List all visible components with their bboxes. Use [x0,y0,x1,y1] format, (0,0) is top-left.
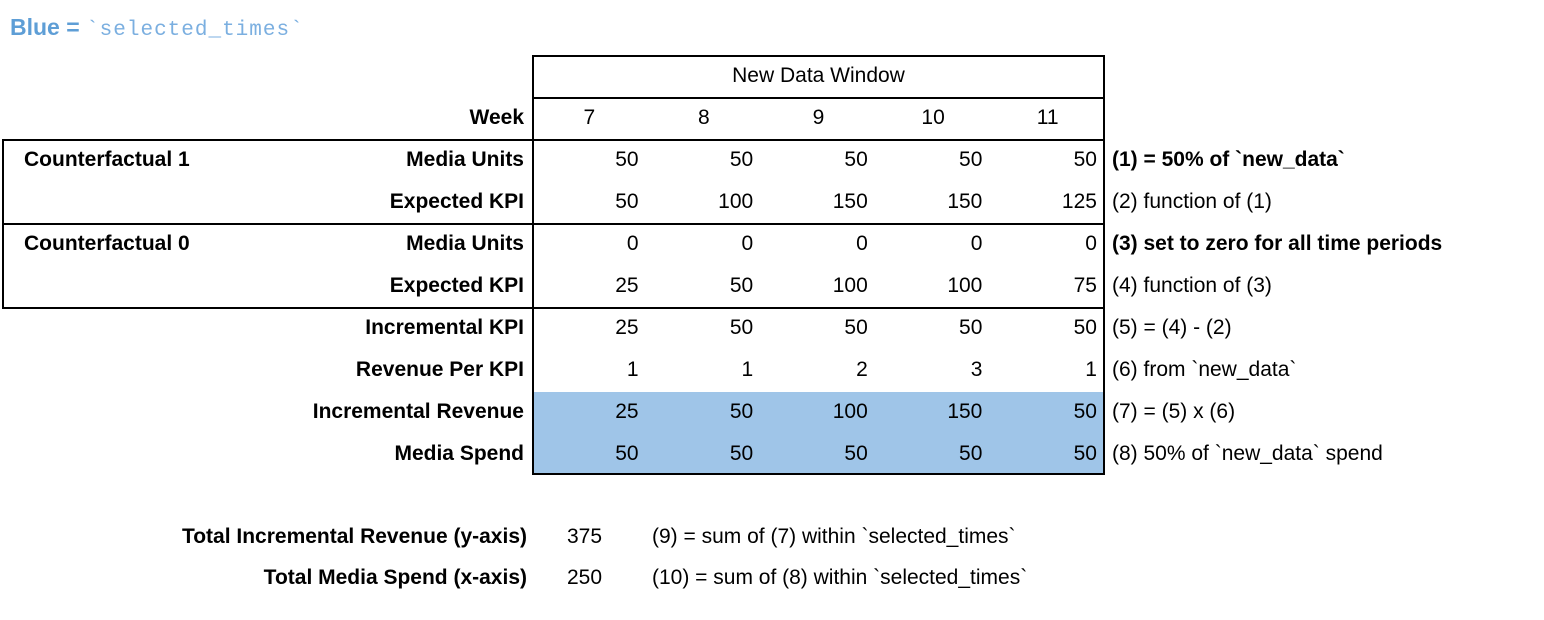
value-cell: 150 [947,400,983,423]
value-cell: 50 [729,316,754,339]
week-cell: 7 [583,106,596,129]
cf0-divider-line [532,307,1105,309]
week-numbers-row: 7 8 9 10 11 [532,97,1105,139]
table-row: 1 1 2 3 1 [532,349,1105,391]
new-data-window-header: New Data Window [732,64,905,87]
week-row-label: Week [469,106,524,129]
row-label: Media Units [406,232,524,255]
week-cell: 11 [1036,106,1059,129]
value-cell: 50 [1073,442,1097,465]
table-row: 0 0 0 0 0 [532,223,1105,265]
row-label: Incremental KPI [365,316,524,339]
value-cell: 50 [959,316,983,339]
value-cell: 100 [832,400,868,423]
header-divider-line [532,97,1105,99]
value-cell: 100 [947,274,983,297]
value-cell: 50 [1073,316,1097,339]
value-cell: 50 [729,400,754,423]
counterfactual-0-box [2,223,534,309]
row-note: (4) function of (3) [1112,274,1272,297]
total-media-spend-label: Total Media Spend (x-axis) [263,566,527,589]
cf1-divider-line [532,223,1105,225]
value-cell: 50 [844,148,868,171]
value-cell: 125 [1061,190,1097,213]
table-row: 25 50 100 100 75 [532,265,1105,307]
value-cell: 3 [970,358,983,381]
total-media-spend-value: 250 [567,566,603,589]
value-cell: 50 [844,442,868,465]
week-divider-line [532,139,1105,141]
value-cell: 150 [947,190,983,213]
value-cell: 25 [615,400,639,423]
row-label: Media Spend [394,442,524,465]
row-label: Incremental Revenue [312,400,524,423]
value-cell: 50 [729,442,754,465]
table-row-highlighted: 50 50 50 50 50 [532,433,1105,475]
value-cell: 50 [615,148,639,171]
value-cell: 50 [729,148,754,171]
value-cell: 25 [615,316,639,339]
table-row: 50 50 50 50 50 [532,139,1105,181]
value-cell: 0 [741,232,754,255]
value-cell: 50 [615,190,639,213]
value-cell: 75 [1073,274,1097,297]
counterfactual-1-label: Counterfactual 1 [24,148,190,171]
row-label: Revenue Per KPI [355,358,524,381]
value-cell: 100 [832,274,868,297]
row-note: (2) function of (1) [1112,190,1272,213]
value-cell: 2 [856,358,868,381]
row-note: (6) from `new_data` [1112,358,1297,381]
legend-code-selected-times: `selected_times` [86,19,304,42]
value-cell: 0 [1085,232,1097,255]
value-cell: 0 [970,232,983,255]
total-incremental-revenue-label: Total Incremental Revenue (y-axis) [181,525,527,548]
row-note: (8) 50% of `new_data` spend [1112,442,1383,465]
value-cell: 0 [856,232,868,255]
value-cell: 50 [1073,148,1097,171]
row-note: (3) set to zero for all time periods [1112,232,1443,255]
value-cell: 25 [615,274,639,297]
value-cell: 1 [1085,358,1097,381]
row-label: Expected KPI [389,274,524,297]
value-cell: 50 [959,148,983,171]
row-label: Expected KPI [389,190,524,213]
value-cell: 50 [1073,400,1097,423]
selected-times-highlight [534,392,1103,473]
row-note: (7) = (5) x (6) [1112,400,1236,423]
total-incremental-revenue-value: 375 [567,525,603,548]
table-row: 25 50 50 50 50 [532,307,1105,349]
legend-prefix: Blue = [10,14,80,40]
value-cell: 50 [844,316,868,339]
total-media-spend-note: (10) = sum of (8) within `selected_times… [652,566,1028,589]
value-cell: 0 [626,232,639,255]
value-cell: 1 [626,358,639,381]
value-cell: 50 [615,442,639,465]
value-cell: 100 [718,190,754,213]
total-incremental-revenue-note: (9) = sum of (7) within `selected_times` [652,525,1016,548]
table-row-highlighted: 25 50 100 150 50 [532,391,1105,433]
value-cell: 150 [832,190,868,213]
counterfactual-0-label: Counterfactual 0 [24,232,190,255]
figure-legend: Blue = `selected_times` [10,14,304,42]
row-note: (1) = 50% of `new_data` [1112,148,1345,171]
week-cell: 9 [812,106,825,129]
table-row: 50 100 150 150 125 [532,181,1105,223]
week-cell: 10 [921,106,945,129]
value-cell: 50 [729,274,754,297]
row-label: Media Units [406,148,524,171]
row-note: (5) = (4) - (2) [1112,316,1232,339]
week-cell: 8 [698,106,710,129]
value-cell: 1 [741,358,754,381]
value-cell: 50 [959,442,983,465]
